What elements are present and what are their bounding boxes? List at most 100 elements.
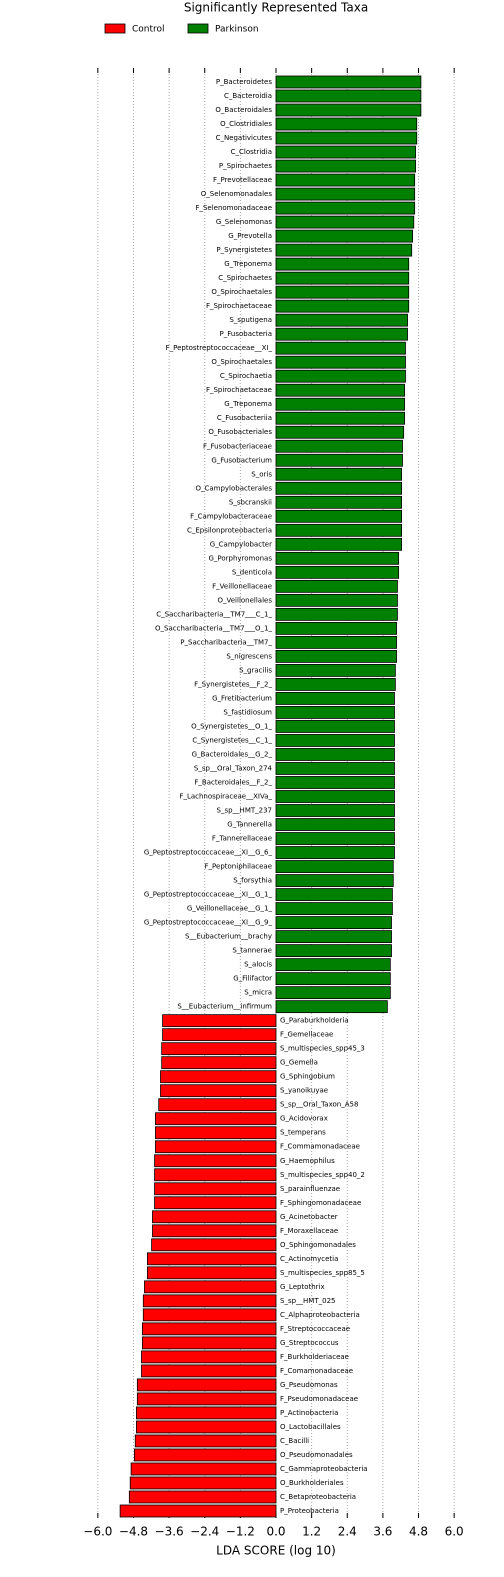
category-label: G_Selenomonas (216, 218, 272, 226)
category-label: G_Paraburkholderia (280, 1017, 349, 1025)
bar (128, 1490, 277, 1504)
category-label: F_Moraxellaceae (280, 1227, 338, 1235)
bar (275, 832, 395, 845)
bar (147, 1266, 277, 1280)
bar (275, 1000, 388, 1014)
category-label: S_denticola (232, 568, 272, 576)
category-label: C_Spirochaetes (218, 274, 272, 282)
category-label: P_Spirochaetes (219, 162, 272, 170)
category-label: G_Acidovorax (280, 1115, 328, 1123)
category-label: C_Saccharibacteria__TM7___C_1_ (156, 610, 272, 618)
bar (147, 1252, 277, 1266)
category-label: C_Bacteroidia (224, 92, 272, 100)
category-label: O_Clostridiales (220, 120, 272, 128)
bar (275, 706, 395, 719)
bar (275, 958, 391, 972)
category-label: F_Comamonadaceae (280, 1367, 353, 1375)
bar (275, 692, 395, 705)
bar (275, 621, 397, 635)
x-tick-label: 2.4 (338, 1525, 357, 1539)
bar (275, 327, 408, 341)
bar (275, 944, 392, 958)
bar (275, 243, 413, 257)
bar (275, 397, 405, 411)
chart-title: Significantly Represented Taxa (184, 1, 368, 15)
bar (141, 1322, 277, 1336)
category-label: S_multispecies_spp85_5 (280, 1269, 365, 1277)
bar (275, 916, 392, 929)
x-tick-label: 3.6 (373, 1525, 392, 1539)
category-label: S__Eubacterium__brachy (185, 933, 272, 941)
bar (155, 1112, 277, 1126)
bar (275, 635, 397, 649)
category-label: S_sbcranskii (229, 498, 272, 506)
bar (144, 1280, 277, 1294)
bar (275, 467, 402, 481)
category-label: C_Synergistetes__C_1_ (192, 736, 272, 744)
legend-label: Parkinson (215, 25, 259, 35)
bar (275, 579, 398, 593)
category-label: S_yanoikuyae (280, 1087, 328, 1095)
bar (141, 1364, 277, 1378)
category-label: G_Treponema (224, 260, 272, 268)
bar (275, 804, 395, 817)
bar (119, 1504, 277, 1518)
category-label: G_Filifactor (233, 975, 272, 983)
category-label: C_Spirochaetia (220, 372, 272, 380)
legend-label: Control (132, 25, 165, 35)
bar (275, 790, 395, 803)
category-label: G_Treponema (224, 400, 272, 408)
category-label: C_Fusobacteriia (217, 414, 272, 422)
x-tick-label: −6.0 (83, 1525, 112, 1539)
category-label: P_Actinobacteria (280, 1409, 338, 1417)
bar (275, 650, 397, 663)
x-tick-label: −2.4 (190, 1525, 219, 1539)
bar (275, 551, 400, 565)
bar (275, 425, 405, 439)
bar (275, 495, 402, 509)
category-label: G_Bacteroidales__G_2_ (192, 750, 273, 758)
bar (142, 1308, 277, 1322)
category-label: F_Peptostreptococcaceae__XI_ (166, 344, 273, 352)
category-label: F_Bacteroidales__F_2_ (194, 778, 272, 786)
bar (275, 720, 395, 733)
bar (136, 1378, 277, 1392)
bar (136, 1392, 277, 1406)
bar (154, 1196, 277, 1210)
category-label: G_Peptostreptococcaceae__XI__G_6_ (144, 849, 273, 857)
category-label: C_Clostridia (231, 148, 272, 156)
bar (275, 313, 408, 327)
bar (142, 1294, 277, 1308)
category-label: S_sp__HMT_025 (280, 1297, 335, 1305)
category-label: G_Haemophilus (280, 1157, 335, 1165)
bar (275, 888, 393, 901)
category-label: F_Selenomonadaceae (195, 204, 272, 212)
x-tick-label: −4.8 (119, 1525, 148, 1539)
category-label: G_Prevotella (228, 232, 272, 240)
legend-swatch (104, 23, 126, 34)
bar (275, 776, 395, 789)
x-tick-label: −3.6 (155, 1525, 184, 1539)
category-label: P_Proteobacteria (280, 1507, 339, 1515)
x-tick-label: 1.2 (302, 1525, 321, 1539)
bar (275, 159, 416, 173)
category-label: S_forsythia (233, 877, 272, 885)
category-label: S_sp__Oral_Taxon_A58 (280, 1101, 358, 1109)
bar (161, 1042, 277, 1056)
category-label: S_nigrescens (226, 652, 272, 660)
bar (275, 145, 416, 159)
category-label: S_alocis (244, 961, 272, 969)
category-label: O_Saccharibacteria__TM7___O_1_ (155, 624, 272, 632)
bar (275, 131, 418, 145)
category-label: G_Peptostreptococcaceae__XI__G_9_ (144, 919, 273, 927)
bar (275, 299, 410, 313)
category-label: G_Fretibacterium (212, 694, 272, 702)
category-label: C_Epsilonproteobacteria (187, 526, 272, 534)
category-label: S_sp__HMT_237 (217, 807, 272, 815)
bar (275, 215, 415, 229)
category-label: G_Porphyromonas (208, 554, 272, 562)
category-label: F_Burkholderiaceae (280, 1353, 349, 1361)
category-label: O_Spirochaetales (211, 358, 272, 366)
bar (275, 860, 394, 873)
category-label: F_Peptoniphilaceae (205, 863, 272, 871)
